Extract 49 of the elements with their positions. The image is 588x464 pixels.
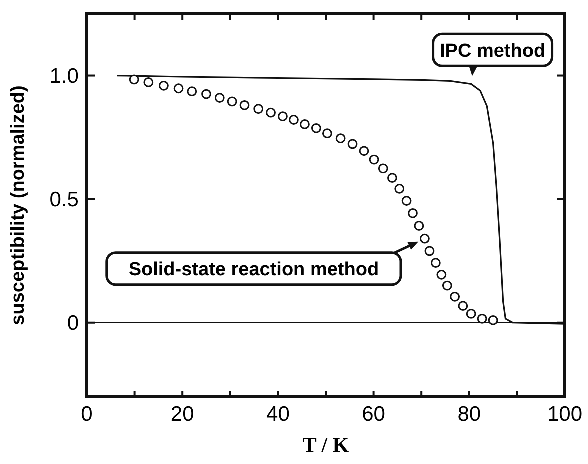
point [424,246,435,256]
point [187,86,198,97]
point [348,139,358,150]
x-tick-label: 60 [362,403,386,426]
point [420,234,430,244]
point [414,221,424,231]
point [300,120,310,130]
point [430,258,441,268]
point [336,134,346,144]
x-tick-label: 40 [266,403,290,426]
point [311,123,322,134]
x-axis-title: T / K [302,433,350,457]
point [442,280,452,291]
point [466,309,476,319]
point [174,84,184,94]
point [458,301,468,312]
annotation: Solid-state reaction method [128,260,380,281]
point [394,184,405,194]
x-tick-label: 80 [458,403,482,426]
point [402,196,412,206]
point [254,104,264,114]
x-tick-label: 20 [170,403,194,426]
point [202,89,212,100]
point [278,112,288,122]
point [227,96,238,107]
point [488,315,498,326]
y-axis-title: susceptibility (normalized) [8,86,29,326]
point [159,80,169,91]
point [450,292,460,302]
point [289,115,299,125]
point [387,173,398,184]
x-tick-label: 100 [547,403,583,426]
point [369,154,380,165]
point [322,128,332,139]
point [129,74,140,85]
y-tick-label: 1.0 [50,65,79,88]
point [144,77,154,88]
point [266,108,276,118]
point [408,208,418,218]
point [240,100,250,110]
point [214,93,225,103]
point [477,314,488,324]
y-tick-label: 0.5 [50,188,79,212]
point [436,270,447,280]
annotation: IPC method [440,41,546,62]
x-tick-label: 0 [81,403,93,426]
y-tick-label: 0 [67,312,79,336]
point [359,146,370,156]
point [378,164,388,174]
